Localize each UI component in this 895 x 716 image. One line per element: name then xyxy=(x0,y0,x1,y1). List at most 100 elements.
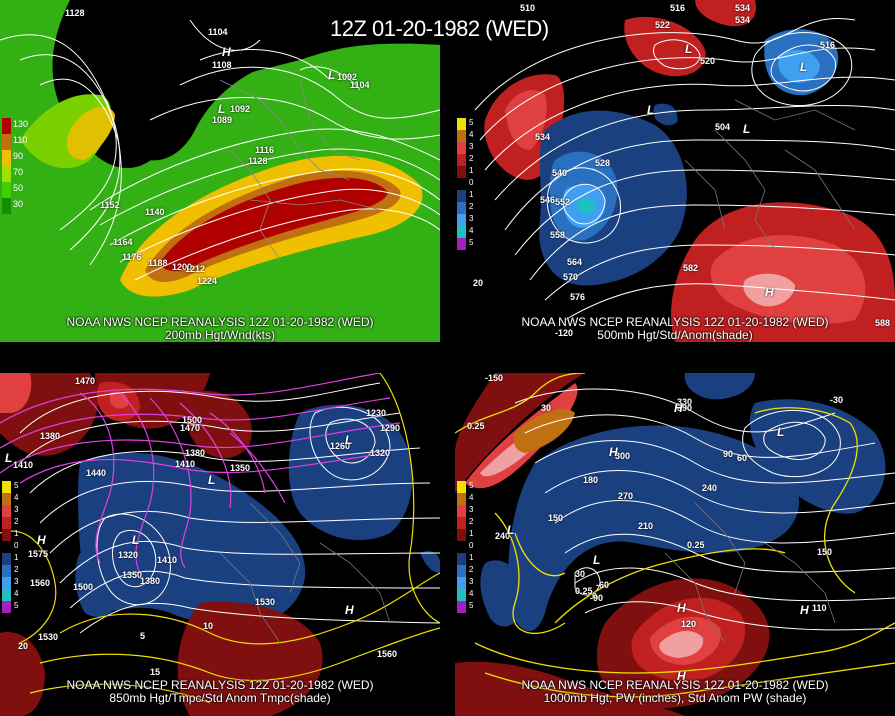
legend-label: 2 xyxy=(14,565,19,574)
legend-row: 4 xyxy=(2,589,32,601)
map-1000mb xyxy=(455,373,895,716)
legend-swatch xyxy=(457,226,466,238)
contour-label: 1230 xyxy=(366,408,387,418)
high-center: H xyxy=(345,603,354,617)
contour-label: 1092 xyxy=(230,104,251,114)
high-center: H xyxy=(222,45,231,59)
contour-label: 1104 xyxy=(208,27,228,37)
legend-row: 5 xyxy=(457,601,487,613)
low-center: L xyxy=(218,102,226,116)
panel-850mb: 5 4 3 2 1 0 1 2 3 4 5 1470 1380 1410 150… xyxy=(0,373,440,716)
contour-label: 534 xyxy=(535,132,551,142)
legend-swatch xyxy=(457,577,466,589)
legend-row: 3 xyxy=(457,214,487,226)
footer-variable: 850mb Hgt/Tmpc/Std Anom Tmpc(shade) xyxy=(109,691,331,705)
contour-label: 588 xyxy=(875,318,891,328)
legend-swatch xyxy=(2,134,11,150)
panel-200mb: 130 110 90 70 50 30 1128 1104 1108 1092 … xyxy=(0,0,440,342)
high-center: H xyxy=(800,603,809,617)
legend-row: 90 xyxy=(2,150,40,166)
contour-label: 534 xyxy=(735,3,751,13)
legend-label: 4 xyxy=(14,493,19,502)
legend-swatch xyxy=(2,505,11,517)
contour-label: 1224 xyxy=(197,276,218,286)
contour-label: 1500 xyxy=(73,582,94,592)
legend-label: 5 xyxy=(469,238,474,247)
legend-swatch xyxy=(457,529,466,541)
contour-label: 210 xyxy=(638,521,654,531)
contour-label: 30 xyxy=(575,569,586,579)
legend-label: 50 xyxy=(13,183,24,193)
panel-1000mb: 5 4 3 2 1 0 1 2 3 4 5 -150 30 0.25 330 3… xyxy=(455,373,895,716)
legend-wind: 130 110 90 70 50 30 xyxy=(2,118,40,214)
low-center: L xyxy=(743,122,751,136)
contour-label: 1104 xyxy=(350,80,370,90)
panel-footer: NOAA NWS NCEP REANALYSIS 12Z 01-20-1982 … xyxy=(0,679,440,705)
contour-label: -60 xyxy=(596,580,610,590)
contour-label: 1200 xyxy=(172,262,193,272)
contour-label: 330 xyxy=(677,397,693,407)
legend-swatch xyxy=(457,202,466,214)
contour-label: 1350 xyxy=(230,463,251,473)
legend-swatch xyxy=(457,130,466,142)
contour-label: 570 xyxy=(563,272,579,282)
contour-label: 1380 xyxy=(185,448,206,458)
contour-label: 1410 xyxy=(157,555,178,565)
low-center: L xyxy=(593,553,601,567)
low-center: L xyxy=(685,42,693,56)
legend-swatch xyxy=(2,553,11,565)
contour-label: 528 xyxy=(595,158,611,168)
contour-label: 1176 xyxy=(122,252,142,262)
legend-row: 3 xyxy=(457,577,487,589)
contour-label: 120 xyxy=(681,619,697,629)
contour-label: 522 xyxy=(655,20,671,30)
contour-label: 1560 xyxy=(377,649,398,659)
legend-label: 0 xyxy=(14,541,19,550)
legend-label: 2 xyxy=(14,517,19,526)
legend-row: 4 xyxy=(457,226,487,238)
legend-swatch xyxy=(457,481,466,493)
contour-label: 510 xyxy=(520,3,536,13)
legend-swatch xyxy=(457,142,466,154)
contour-label: 90 xyxy=(723,449,734,459)
contour-label: 564 xyxy=(567,257,583,267)
legend-swatch xyxy=(2,601,11,613)
legend-swatch xyxy=(2,541,11,553)
legend-label: 1 xyxy=(14,529,19,538)
low-center: L xyxy=(507,523,515,537)
legend-swatch xyxy=(2,166,11,182)
legend-label: 1 xyxy=(469,553,474,562)
legend-swatch xyxy=(2,493,11,505)
legend-anom-500: 5 4 3 2 1 0 1 2 3 4 5 xyxy=(457,118,487,250)
footer-source: NOAA NWS NCEP REANALYSIS 12Z 01-20-1982 … xyxy=(66,315,374,329)
legend-swatch xyxy=(457,214,466,226)
contour-label: 1560 xyxy=(30,578,51,588)
legend-label: 4 xyxy=(469,226,474,235)
legend-label: 3 xyxy=(14,577,19,586)
contour-label: 534 xyxy=(735,15,751,25)
legend-swatch xyxy=(457,565,466,577)
legend-label: 3 xyxy=(469,142,474,151)
contour-label: 390 xyxy=(677,403,693,413)
legend-label: 5 xyxy=(469,118,474,127)
contour-label: 60 xyxy=(737,453,748,463)
legend-label: 0 xyxy=(469,541,474,550)
legend-row: 70 xyxy=(2,166,40,182)
legend-row: 0 xyxy=(457,541,487,553)
legend-swatch xyxy=(457,118,466,130)
legend-swatch xyxy=(457,154,466,166)
contour-label: 150 xyxy=(548,513,564,523)
legend-swatch xyxy=(457,505,466,517)
legend-swatch xyxy=(2,565,11,577)
legend-row: 5 xyxy=(457,481,487,493)
legend-label: 110 xyxy=(13,135,28,145)
legend-label: 2 xyxy=(469,517,474,526)
map-500mb xyxy=(455,0,895,342)
legend-row: 2 xyxy=(2,565,32,577)
low-center: L xyxy=(208,473,216,487)
contour-label: 582 xyxy=(683,263,699,273)
legend-label: 130 xyxy=(13,119,29,129)
contour-label: 1575 xyxy=(28,549,49,559)
contour-label: 1500 xyxy=(182,415,203,425)
high-center: H xyxy=(765,285,774,299)
